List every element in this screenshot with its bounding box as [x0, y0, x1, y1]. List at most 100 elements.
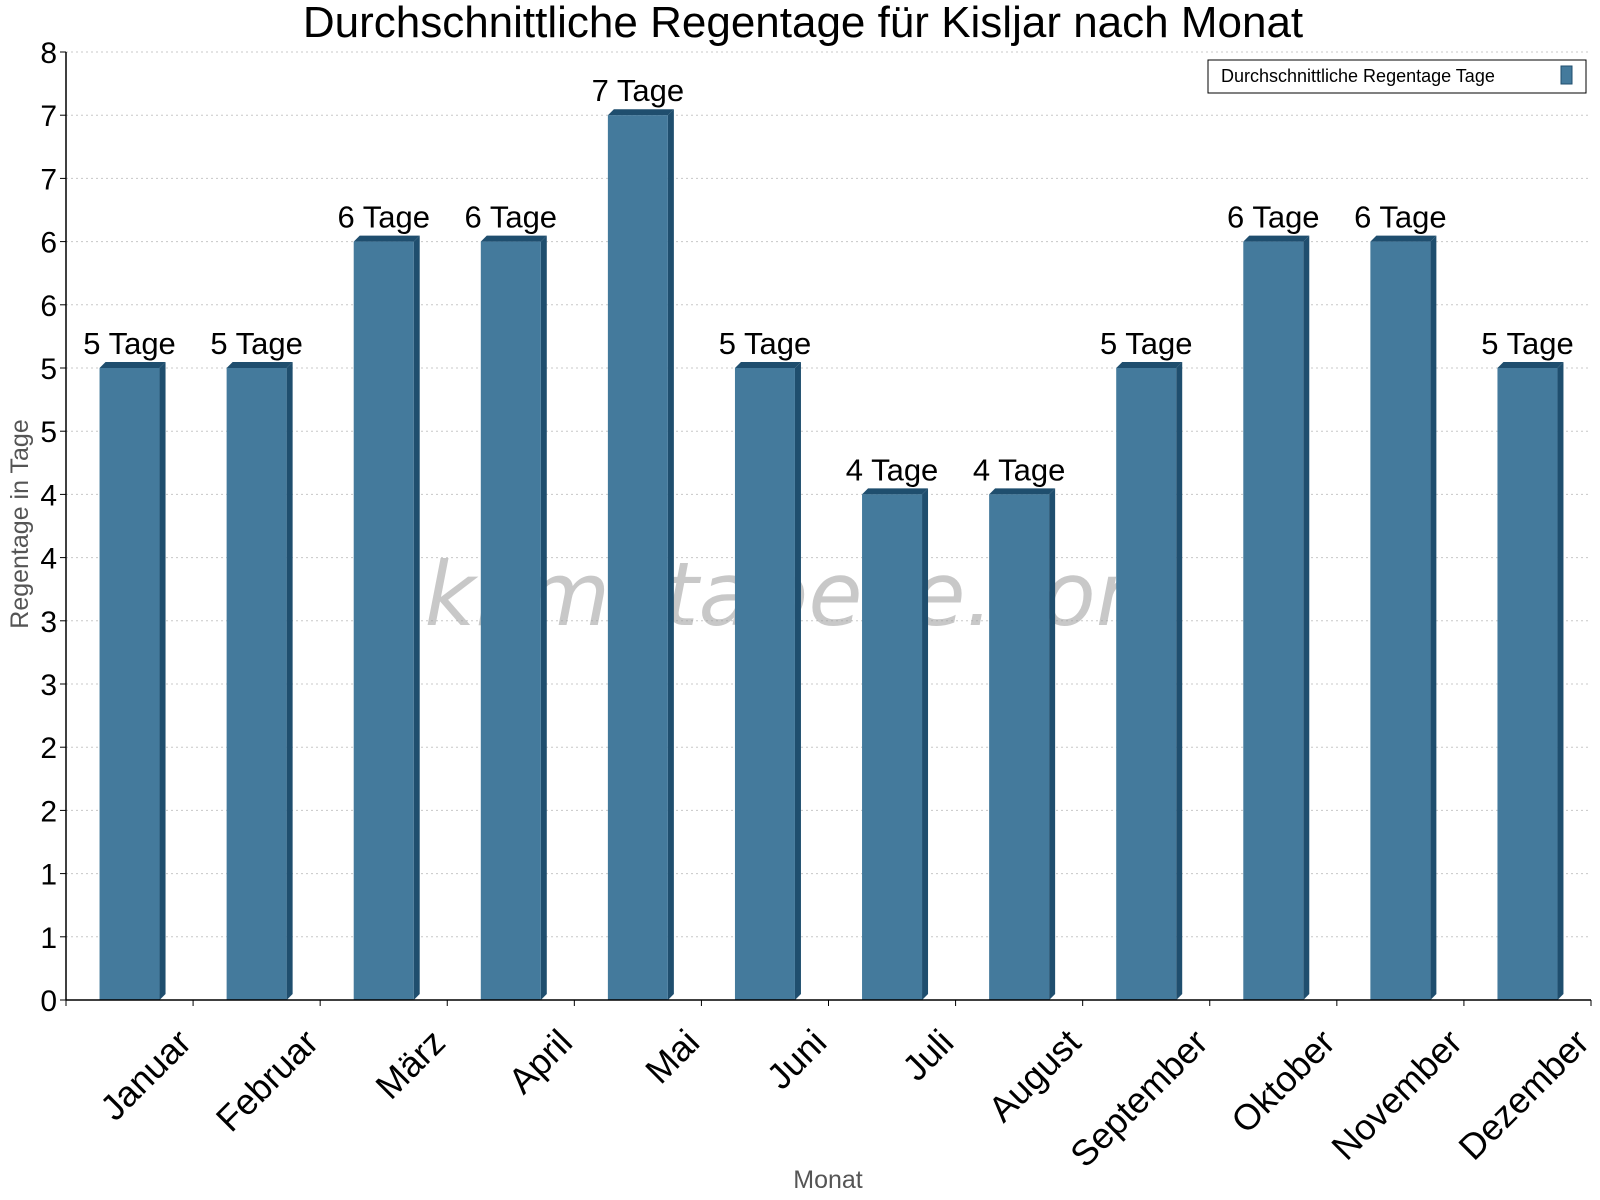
bar-side	[794, 362, 801, 1000]
bar-top	[1243, 235, 1310, 242]
data-label: 6 Tage	[1227, 200, 1320, 235]
data-label: 5 Tage	[1481, 326, 1574, 361]
y-tick-label: 7	[40, 100, 57, 133]
bar	[734, 368, 795, 1000]
bar-April	[480, 235, 547, 1001]
bar-November	[1370, 235, 1437, 1001]
y-tick-label: 3	[40, 606, 57, 639]
y-axis-label: Regentage in Tage	[6, 419, 34, 628]
bar-side	[1049, 488, 1056, 1000]
legend-box	[1207, 59, 1587, 94]
data-label: 5 Tage	[210, 326, 303, 361]
bar-side	[1303, 235, 1310, 1001]
watermark: klimatabelle.com	[425, 543, 1182, 646]
bar-top	[862, 488, 929, 495]
x-tick-label: Oktober	[1223, 1021, 1343, 1141]
x-axis-label: Monat	[793, 1166, 863, 1194]
x-tick-label: Januar	[92, 1021, 199, 1128]
bars	[99, 109, 1564, 1001]
y-tick-label: 4	[40, 543, 57, 576]
x-tick-label: September	[1062, 1021, 1216, 1175]
y-tick-labels: 0 1 1 2 2 3 3 4 4 5 5 6 6 7 7 8	[40, 37, 57, 1018]
y-tick-label: 6	[40, 227, 57, 260]
bar-side	[159, 362, 166, 1000]
x-tick-label: November	[1323, 1021, 1469, 1167]
x-tick-label: Dezember	[1450, 1021, 1596, 1167]
bar-top	[226, 362, 293, 368]
bar	[607, 115, 668, 1000]
bar-top	[353, 235, 420, 242]
data-labels: 5 Tage 5 Tage 6 Tage 6 Tage 7 Tage 5 Tage 4 Ta…	[83, 73, 1573, 487]
bar-top	[99, 362, 166, 368]
bar	[480, 241, 541, 1001]
x-tick-label: Mai	[637, 1021, 707, 1091]
y-tick-label: 4	[40, 479, 57, 512]
bar-Dezember	[1497, 362, 1564, 1000]
bar-side	[1557, 362, 1564, 1000]
data-label: 5 Tage	[719, 326, 812, 361]
bar-Oktober	[1243, 235, 1310, 1001]
y-tick-label: 1	[40, 922, 57, 955]
bar-Januar	[99, 362, 166, 1000]
y-tick-label: 1	[40, 859, 57, 892]
y-tick-label: 6	[40, 290, 57, 323]
bar	[1243, 241, 1304, 1001]
x-tick-label: August	[980, 1021, 1088, 1129]
data-label: 5 Tage	[1100, 326, 1193, 361]
bar-top	[1497, 362, 1564, 368]
axes	[60, 51, 1592, 1006]
data-label: 7 Tage	[592, 73, 685, 108]
data-label: 4 Tage	[973, 452, 1066, 487]
bar-Mai	[607, 109, 674, 1000]
x-tick-label: Juli	[894, 1021, 961, 1088]
bar	[1116, 368, 1177, 1000]
y-tick-label: 3	[40, 669, 57, 702]
bar-side	[922, 488, 929, 1000]
x-tick-label: März	[367, 1021, 453, 1107]
legend: Durchschnittliche Regentage Tage	[1207, 59, 1587, 94]
bar-side	[286, 362, 293, 1000]
x-tick-labels: Januar Februar März April Mai Juni Juli AugustS…	[92, 1021, 1597, 1175]
y-tick-label: 2	[40, 732, 57, 765]
y-tick-label: 0	[40, 985, 57, 1018]
y-tick-label: 7	[40, 163, 57, 196]
data-label: 6 Tage	[465, 200, 558, 235]
bar-top	[734, 362, 801, 368]
data-label: 5 Tage	[83, 326, 176, 361]
bar-August	[989, 488, 1056, 1000]
bar	[862, 494, 923, 1000]
bar-Juni	[734, 362, 801, 1000]
bar-side	[667, 109, 674, 1000]
y-tick-label: 8	[40, 37, 57, 70]
y-tick-label: 5	[40, 416, 57, 449]
bar-side	[540, 235, 547, 1001]
y-tick-label: 2	[40, 795, 57, 828]
bar-top	[480, 235, 547, 242]
bar-top	[989, 488, 1056, 495]
data-label: 4 Tage	[846, 452, 939, 487]
bar-September	[1116, 362, 1183, 1000]
bar-top	[1370, 235, 1437, 242]
data-label: 6 Tage	[1354, 200, 1447, 235]
bar	[1497, 368, 1558, 1000]
bar-top	[1116, 362, 1183, 368]
bar-side	[1430, 235, 1437, 1001]
bar-März	[353, 235, 420, 1001]
bar-side	[413, 235, 420, 1001]
bar-side	[1176, 362, 1183, 1000]
bar	[99, 368, 160, 1000]
chart-title: Durchschnittliche Regentage für Kisljar …	[303, 0, 1303, 47]
bar-Februar	[226, 362, 293, 1000]
x-tick-label: April	[500, 1021, 580, 1101]
bar	[353, 241, 414, 1001]
data-label: 6 Tage	[337, 200, 430, 235]
bar	[226, 368, 287, 1000]
legend-label: Durchschnittliche Regentage Tage	[1221, 66, 1495, 86]
x-tick-label: Juni	[759, 1021, 835, 1097]
grid-lines	[66, 51, 1591, 938]
legend-swatch	[1560, 65, 1573, 85]
bar-Juli	[862, 488, 929, 1000]
x-tick-label: Februar	[208, 1021, 326, 1139]
